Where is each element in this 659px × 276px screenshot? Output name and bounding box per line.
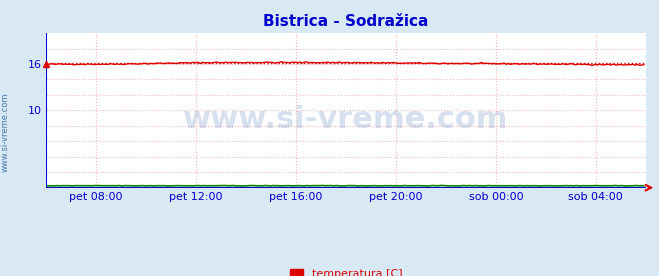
Legend: temperatura [C], pretok [m3/s]: temperatura [C], pretok [m3/s]	[289, 269, 403, 276]
Text: www.si-vreme.com: www.si-vreme.com	[183, 105, 509, 134]
Text: www.si-vreme.com: www.si-vreme.com	[1, 93, 10, 172]
Title: Bistrica - Sodražica: Bistrica - Sodražica	[264, 14, 428, 29]
